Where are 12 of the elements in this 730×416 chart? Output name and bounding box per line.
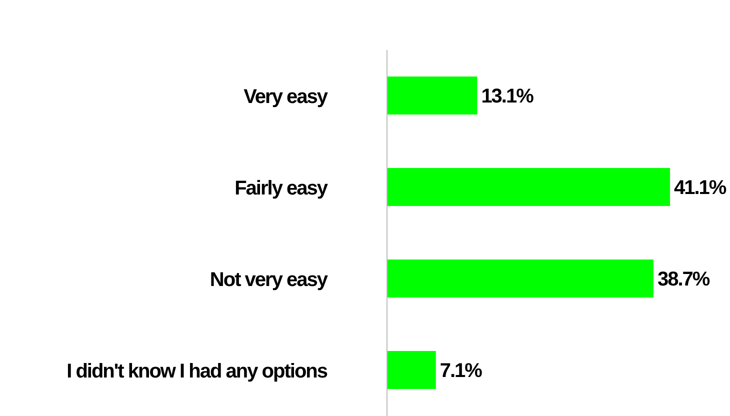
- data-label: 38.7%: [657, 268, 710, 291]
- y-tick-label: I didn't know I had any options: [66, 360, 328, 382]
- data-label: 13.1%: [481, 86, 534, 108]
- y-tick-label: Not very easy: [210, 268, 329, 291]
- bar: [387, 260, 654, 298]
- bar: [387, 76, 478, 115]
- y-tick-label: Very easy: [244, 86, 329, 108]
- bar: [387, 168, 670, 206]
- data-label: 41.1%: [674, 177, 727, 200]
- data-label: 7.1%: [440, 360, 483, 382]
- bar: [387, 351, 436, 390]
- y-tick-label: Fairly easy: [234, 177, 329, 200]
